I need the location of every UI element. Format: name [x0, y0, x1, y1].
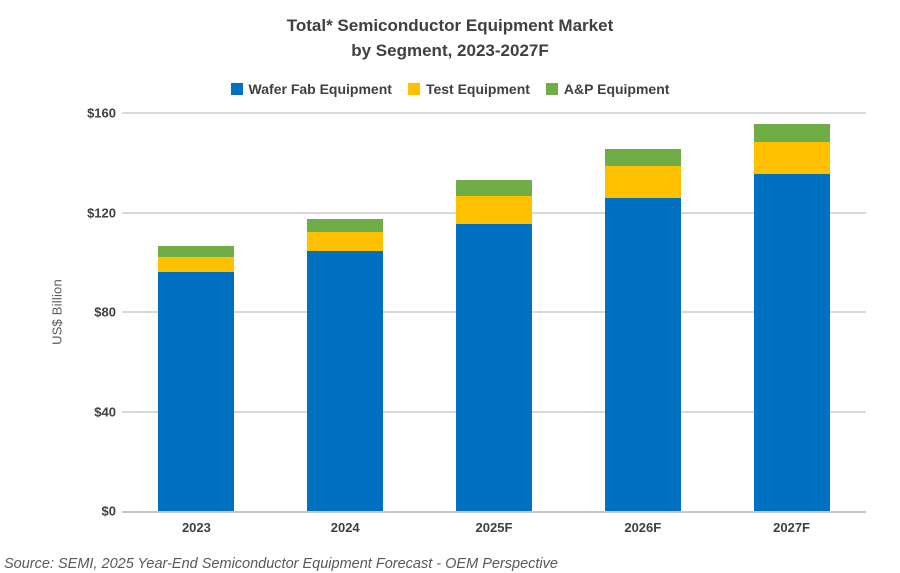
legend-label-wafer-fab: Wafer Fab Equipment	[248, 81, 392, 97]
legend-swatch-wafer-fab-icon	[230, 83, 243, 95]
bar-segment-a-p-equipment-2025F	[456, 180, 532, 197]
legend: Wafer Fab Equipment Test Equipment A&P E…	[0, 81, 900, 97]
x-axis-label-2023: 2023	[181, 520, 211, 535]
bar-segment-wafer-fab-equipment-2026F	[604, 197, 681, 511]
bar-segment-wafer-fab-equipment-2023	[158, 272, 235, 511]
chart-title: Total* Semiconductor Equipment Market by…	[0, 13, 900, 63]
bar-segment-test-equipment-2024	[307, 232, 384, 252]
x-axis-label-2024: 2024	[330, 520, 360, 535]
bar-segment-a-p-equipment-2027F	[753, 124, 830, 142]
legend-swatch-ap-icon	[545, 83, 558, 95]
gridline-160	[122, 112, 866, 114]
chart-title-line1: Total* Semiconductor Equipment Market	[286, 16, 614, 35]
legend-label-ap: A&P Equipment	[563, 81, 670, 97]
bar-segment-a-p-equipment-2023	[158, 246, 235, 258]
bar-segment-wafer-fab-equipment-2027F	[753, 173, 830, 511]
plot-area	[122, 112, 866, 513]
legend-item-test-equipment: Test Equipment	[407, 81, 530, 97]
x-axis-label-2025F: 2025F	[475, 520, 513, 535]
bar-segment-a-p-equipment-2024	[307, 218, 384, 233]
legend-item-ap-equipment: A&P Equipment	[545, 81, 670, 97]
y-tick-label-160: $160	[87, 105, 116, 121]
legend-item-wafer-fab-equipment: Wafer Fab Equipment	[230, 81, 392, 97]
bar-segment-wafer-fab-equipment-2024	[307, 251, 384, 511]
x-axis-label-2027F: 2027F	[773, 520, 811, 535]
bar-segment-test-equipment-2025F	[456, 196, 532, 224]
y-tick-label-120: $120	[87, 205, 116, 220]
chart-title-line2: by Segment, 2023-2027F	[351, 41, 549, 60]
source-note: Source: SEMI, 2025 Year-End Semiconducto…	[4, 556, 558, 572]
bar-segment-test-equipment-2023	[158, 257, 235, 273]
legend-label-test: Test Equipment	[425, 81, 530, 97]
y-tick-label-80: $80	[94, 304, 116, 320]
y-tick-label-40: $40	[94, 404, 116, 419]
y-tick-label-0: $0	[101, 503, 116, 519]
bar-segment-wafer-fab-equipment-2025F	[456, 223, 532, 511]
x-axis-label-2026F: 2026F	[624, 520, 662, 535]
legend-swatch-test-icon	[407, 83, 420, 95]
bar-segment-a-p-equipment-2026F	[604, 149, 681, 167]
y-axis: $0 $40 $80 $120 $160	[0, 106, 116, 519]
bar-segment-test-equipment-2026F	[604, 166, 681, 198]
x-axis: 2023 2024 2025F 2026F 2027F	[122, 516, 866, 538]
bar-segment-test-equipment-2027F	[753, 141, 830, 174]
